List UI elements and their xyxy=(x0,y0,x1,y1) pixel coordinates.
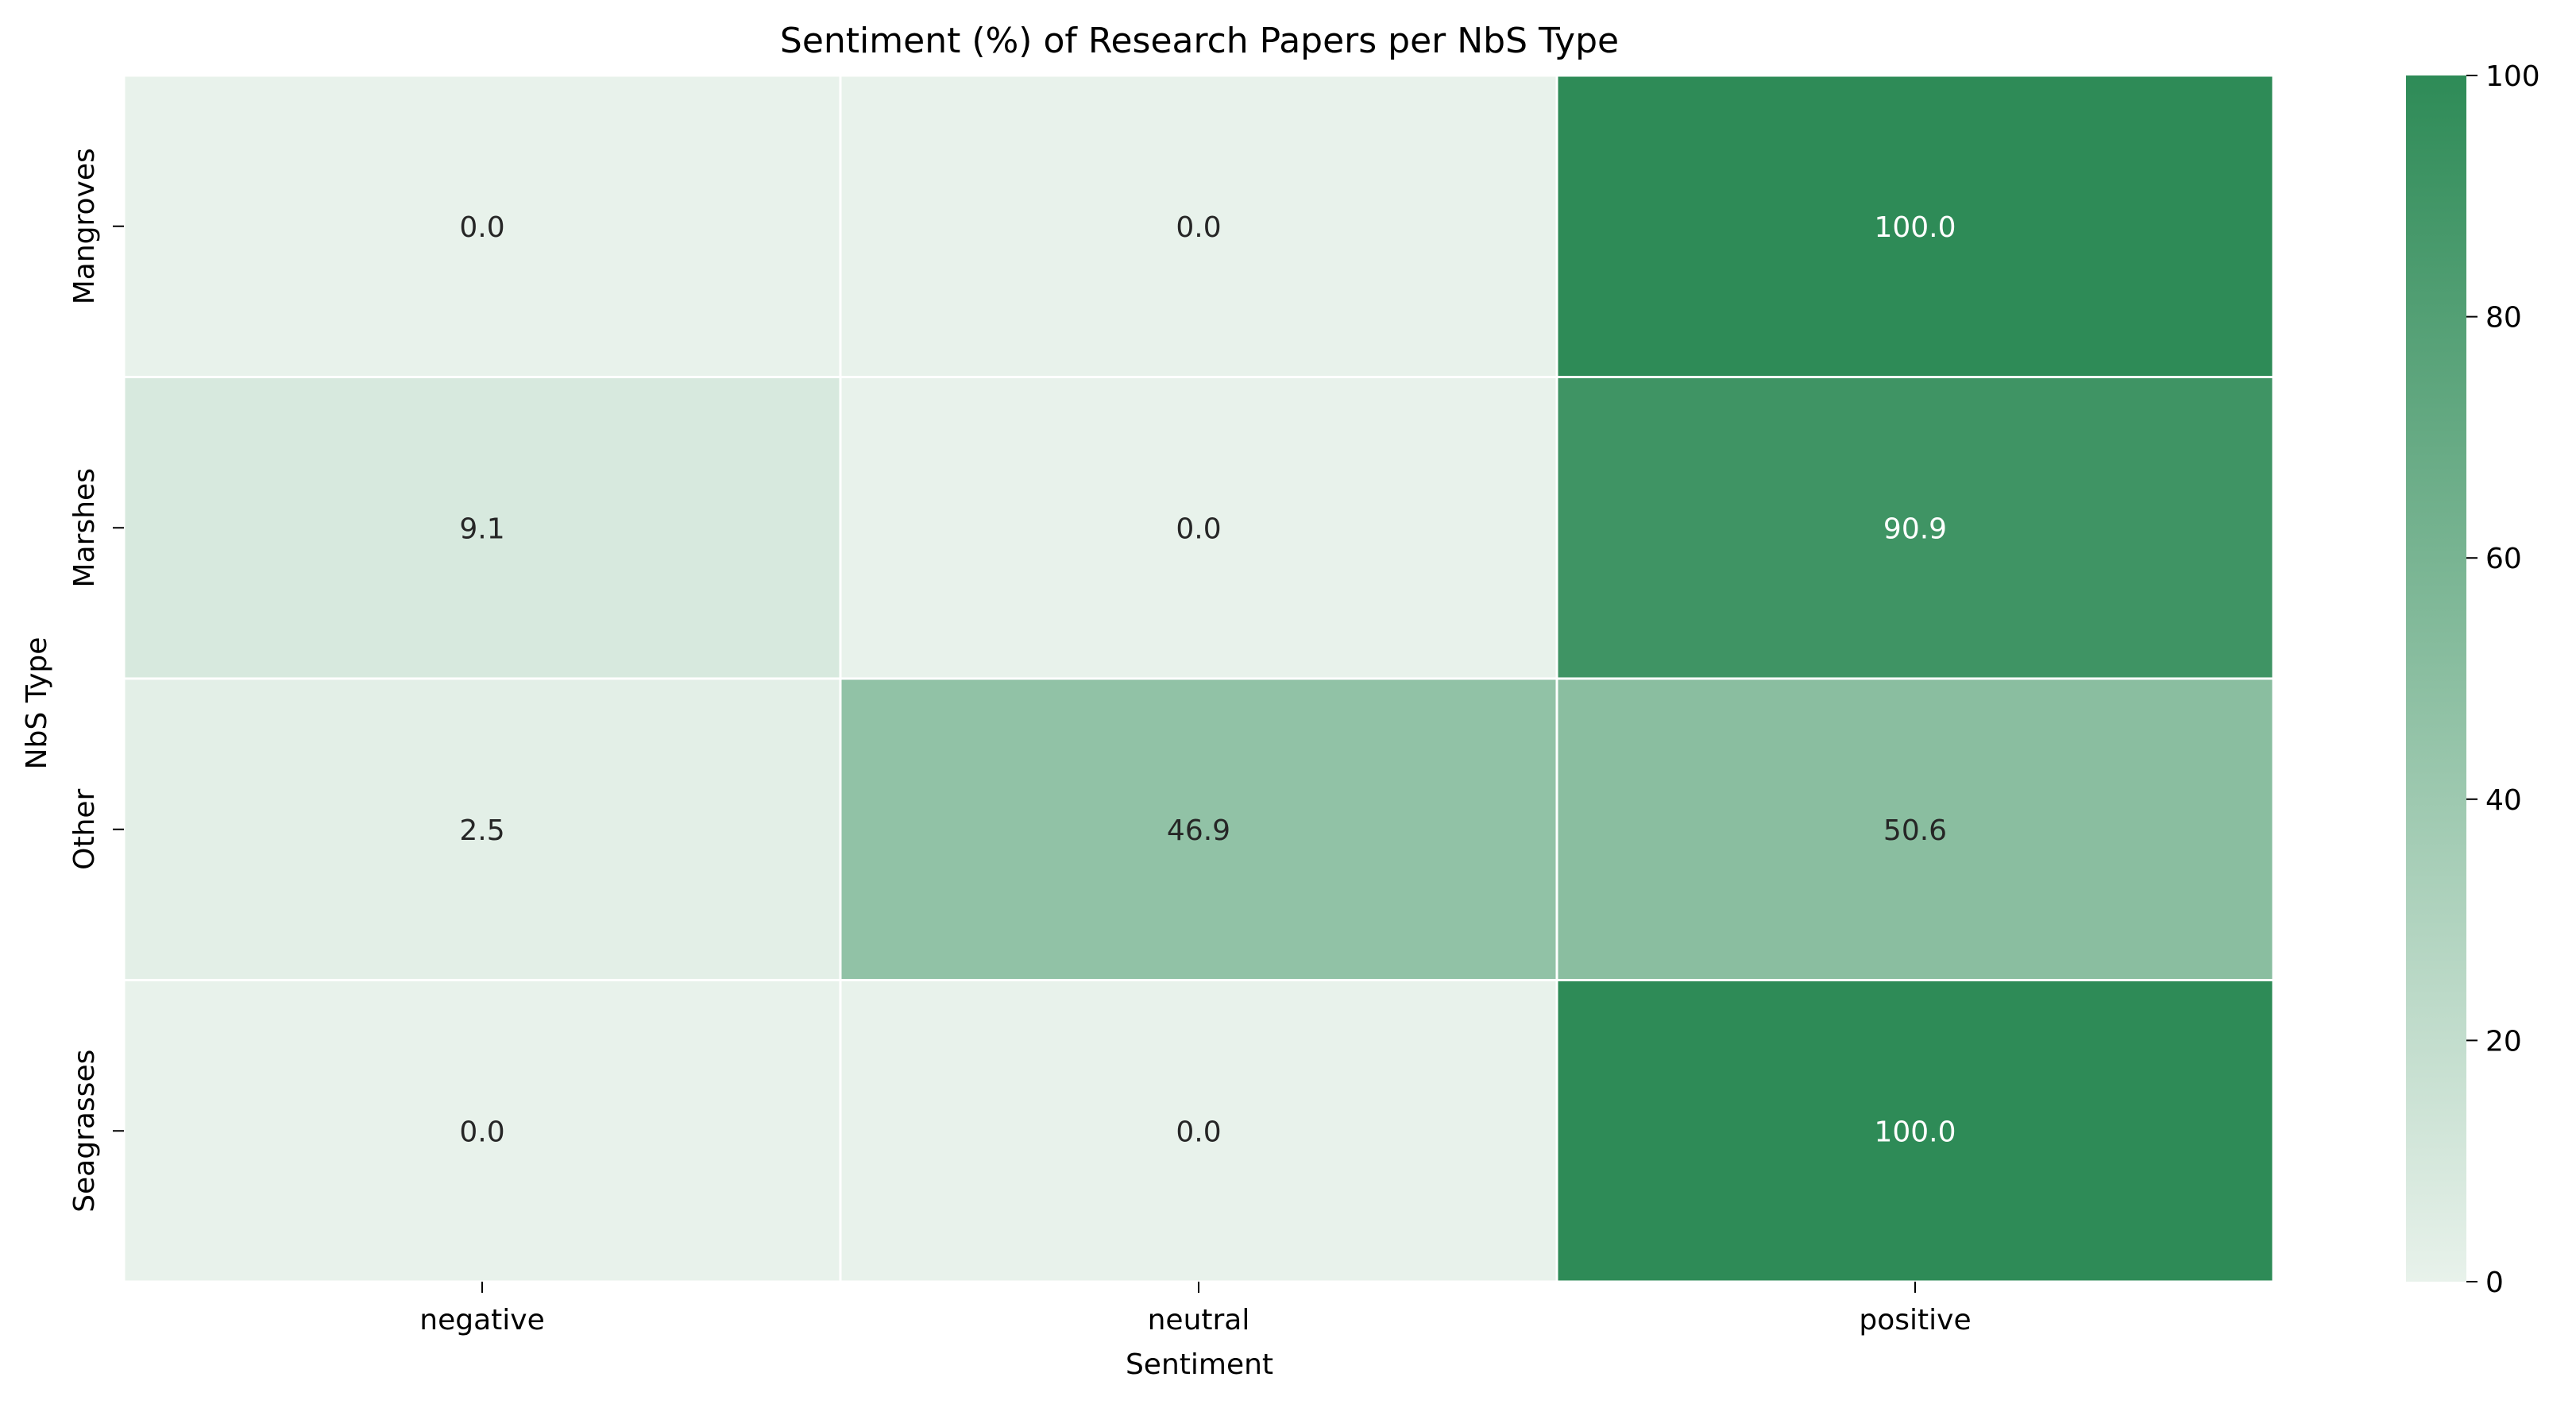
heatmap-cell xyxy=(1555,74,2275,378)
colorbar-tick-label: 60 xyxy=(2485,543,2522,575)
heatmap-cell xyxy=(839,677,1558,981)
heatmap-cell xyxy=(1555,979,2275,1283)
cell-value-label: 90.9 xyxy=(1883,513,1947,545)
x-tick-label: positive xyxy=(1859,1304,1971,1336)
cell-value-label: 0.0 xyxy=(1176,513,1221,545)
cell-value-label: 0.0 xyxy=(1176,211,1221,244)
x-axis: negative neutral positive xyxy=(419,1282,1972,1336)
x-axis-title: Sentiment xyxy=(1126,1348,1273,1381)
cell-value-label: 0.0 xyxy=(1176,1116,1221,1148)
colorbar-tick-label: 80 xyxy=(2485,302,2522,335)
x-tick-label: negative xyxy=(419,1304,544,1336)
y-tick-label: Seagrasses xyxy=(68,1050,101,1213)
cell-value-label: 0.0 xyxy=(459,1116,504,1148)
heatmap-cell xyxy=(1555,376,2275,680)
cell-value-label: 46.9 xyxy=(1167,814,1230,847)
x-tick-label: neutral xyxy=(1148,1304,1250,1336)
heatmap-cell xyxy=(122,74,842,378)
heatmap-cell xyxy=(122,979,842,1283)
chart-title: Sentiment (%) of Research Papers per NbS… xyxy=(780,21,1619,61)
heatmap-cell xyxy=(1555,677,2275,981)
colorbar-tick-label: 0 xyxy=(2485,1267,2504,1299)
heatmap-cell xyxy=(122,376,842,680)
cell-value-label: 0.0 xyxy=(459,211,504,244)
y-axis: Mangroves Marshes Other Seagrasses xyxy=(68,148,124,1213)
heatmap-cell xyxy=(122,677,842,981)
cell-value-labels: 0.0 0.0 100.0 9.1 0.0 90.9 2.5 46.9 50.6 0.0 0.0 10… xyxy=(459,211,1956,1149)
cell-value-label: 100.0 xyxy=(1874,211,1956,244)
y-tick-label: Mangroves xyxy=(68,148,101,304)
y-axis-title: NbS Type xyxy=(21,637,53,770)
colorbar-gradient xyxy=(2406,75,2466,1282)
heatmap-cells xyxy=(122,74,2275,1283)
colorbar-tick-label: 40 xyxy=(2485,784,2522,817)
cell-value-label: 9.1 xyxy=(459,513,504,545)
cell-value-label: 50.6 xyxy=(1883,814,1947,847)
cell-value-label: 100.0 xyxy=(1874,1116,1956,1148)
y-tick-label: Other xyxy=(68,788,101,869)
colorbar: 0 20 40 60 80 100 xyxy=(2406,60,2540,1299)
colorbar-tick-label: 100 xyxy=(2485,60,2540,93)
heatmap-cell xyxy=(839,74,1558,378)
cell-value-label: 2.5 xyxy=(459,814,504,847)
y-tick-label: Marshes xyxy=(68,468,101,587)
colorbar-tick-label: 20 xyxy=(2485,1025,2522,1058)
